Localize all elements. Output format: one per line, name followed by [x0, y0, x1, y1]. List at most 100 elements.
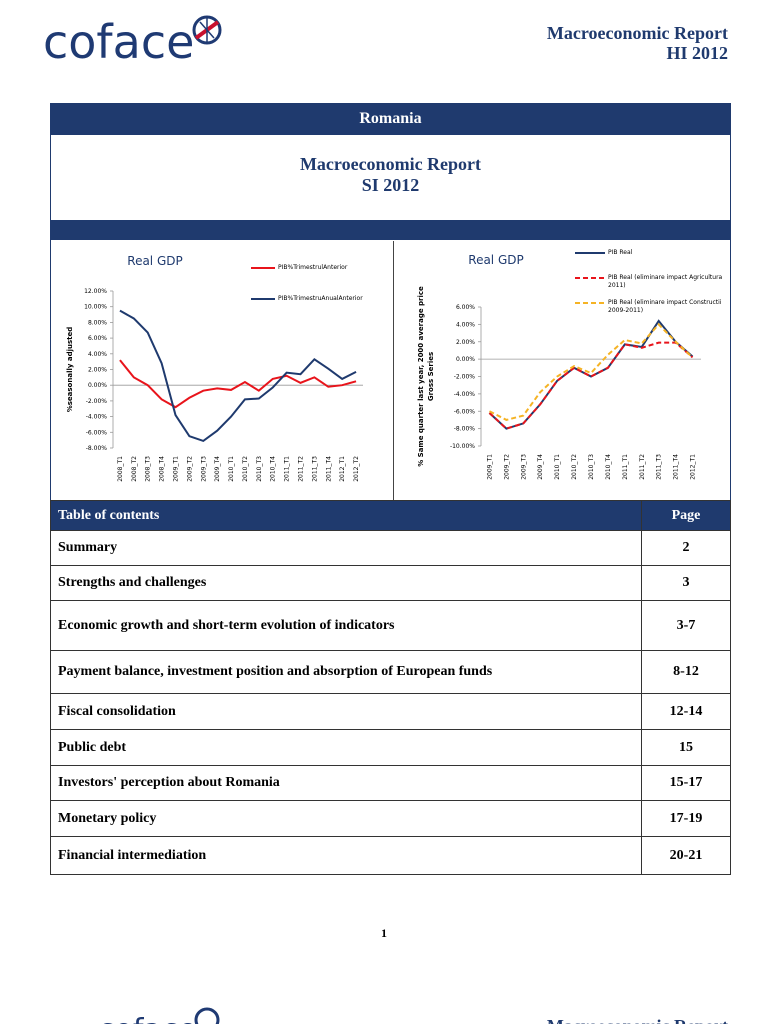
y-tick-label: -2.00%: [454, 374, 476, 381]
country-band: Romania: [51, 104, 730, 134]
y-tick-label: -4.00%: [86, 414, 108, 421]
footer-title: Macroeconomic Report: [547, 1016, 728, 1024]
x-tick-label: 2011_T3: [311, 456, 318, 482]
toc-section: Financial intermediation: [50, 836, 642, 875]
toc-page: 15: [641, 729, 731, 766]
y-tick-label: 4.00%: [456, 321, 475, 328]
legend-item: PIB Real: [608, 249, 633, 256]
header-logo: coface: [43, 15, 222, 69]
toc-page: 3-7: [641, 600, 731, 651]
y-tick-label: 6.00%: [88, 335, 107, 342]
x-tick-label: 2009_T1: [173, 456, 180, 482]
toc-row: Investors' perception about Romania 15-17: [50, 765, 731, 801]
x-tick-label: 2012_T1: [339, 456, 346, 482]
y-tick-label: -10.00%: [450, 443, 475, 450]
x-tick-label: 2010_T1: [228, 456, 235, 482]
logo-text: coface: [43, 15, 194, 69]
y-tick-label: -8.00%: [86, 445, 108, 452]
toc-page: 8-12: [641, 650, 731, 694]
toc-header: Table of contents: [50, 500, 642, 531]
x-tick-label: 2010_T3: [256, 456, 263, 482]
toc-section: Strengths and challenges: [50, 565, 642, 601]
page-number: 1: [381, 926, 387, 940]
y-tick-label: 0.00%: [88, 382, 107, 389]
x-tick-label: 2011_T4: [325, 456, 332, 482]
legend-label: PIB%TrimestruAnualAnterior: [278, 295, 363, 302]
banner-title: Macroeconomic Report SI 2012: [51, 134, 730, 220]
y-tick-label: -4.00%: [454, 391, 476, 398]
x-tick-label: 2008_T1: [117, 456, 124, 482]
y-tick-label: -6.00%: [86, 429, 108, 436]
toc-page: 3: [641, 565, 731, 601]
y-tick-label: 2.00%: [88, 367, 107, 374]
x-tick-label: 2011_T1: [622, 454, 629, 480]
banner-period: SI 2012: [361, 175, 420, 195]
x-tick-label: 2008_T3: [145, 456, 152, 482]
y-tick-label: -6.00%: [454, 408, 476, 415]
chart: Real GDP %seasonally adjusted 12.00% 10.00%…: [66, 254, 363, 482]
x-tick-label: 2011_T2: [298, 456, 305, 482]
x-tick-label: 2011_T4: [673, 454, 680, 480]
x-tick-label: 2012_T2: [353, 456, 360, 482]
toc-page: 15-17: [641, 765, 731, 801]
toc-row: Summary 2: [50, 530, 731, 566]
toc-row: Monetary policy 17-19: [50, 800, 731, 837]
toc-row: Fiscal consolidation 12-14: [50, 693, 731, 730]
series-line: [489, 322, 694, 422]
x-tick-label: 2010_T1: [554, 454, 561, 480]
legend-label: PIB%TrimestrulAnterior: [278, 264, 348, 271]
series-line: [488, 319, 694, 430]
series-line: [119, 359, 357, 409]
toc-page: 2: [641, 530, 731, 566]
legend-label: PIB Real: [608, 249, 633, 256]
chart: Real GDP % Same quarter last year, 2000 a…: [417, 249, 722, 480]
y-tick-label: -2.00%: [86, 398, 108, 405]
y-tick-label: 4.00%: [88, 351, 107, 358]
x-tick-label: 2010_T4: [270, 456, 277, 482]
header-title: Macroeconomic Report HI 2012: [547, 23, 728, 63]
x-tick-label: 2012_T1: [690, 454, 697, 480]
toc-row: Public debt 15: [50, 729, 731, 766]
toc-page: 17-19: [641, 800, 731, 837]
toc-section: Investors' perception about Romania: [50, 765, 642, 801]
toc-row: Strengths and challenges 3: [50, 565, 731, 601]
x-tick-label: 2010_T2: [571, 454, 578, 480]
toc-row: Payment balance, investment position and…: [50, 650, 731, 694]
toc-page: 12-14: [641, 693, 731, 730]
toc-section: Summary: [50, 530, 642, 566]
x-tick-label: 2011_T1: [284, 456, 291, 482]
x-tick-label: 2011_T3: [656, 454, 663, 480]
toc-section: Payment balance, investment position and…: [50, 650, 642, 694]
y-axis-label: Gross Series: [427, 352, 435, 401]
x-tick-label: 2010_T4: [605, 454, 612, 480]
legend-item: PIB Real (eliminare impact Agricultura 2…: [608, 274, 722, 289]
footer-logo: coface: [98, 1007, 220, 1024]
x-tick-label: 2009_T1: [486, 454, 493, 480]
x-tick-label: 2009_T3: [520, 454, 527, 480]
divider-band: [51, 220, 730, 240]
y-tick-label: 6.00%: [456, 304, 475, 311]
series-line: [119, 309, 357, 443]
toc-row: Financial intermediation 20-21: [50, 836, 731, 875]
banner-report-title: Macroeconomic Report: [299, 154, 482, 174]
legend-label: PIB Real (eliminare impact Constructii 2…: [608, 299, 722, 314]
y-tick-label: 2.00%: [456, 339, 475, 346]
y-axis-label: % Same quarter last year, 2000 average p…: [417, 286, 425, 467]
y-tick-label: 8.00%: [88, 319, 107, 326]
y-tick-label: 10.00%: [84, 304, 107, 311]
toc-section: Public debt: [50, 729, 642, 766]
x-tick-label: 2009_T3: [200, 456, 207, 482]
x-tick-label: 2009_T2: [186, 456, 193, 482]
toc-section: Economic growth and short-term evolution…: [50, 600, 642, 651]
toc-section: Fiscal consolidation: [50, 693, 642, 730]
logo-text: coface: [98, 1013, 197, 1024]
y-tick-label: -8.00%: [454, 426, 476, 433]
x-tick-label: 2009_T2: [503, 454, 510, 480]
legend-item: PIB%TrimestruAnualAnterior: [278, 295, 363, 302]
chart-divider: [393, 241, 394, 501]
chart-title: Real GDP: [127, 254, 182, 268]
legend-item: PIB Real (eliminare impact Constructii 2…: [608, 299, 722, 314]
toc-page: 20-21: [641, 836, 731, 875]
x-tick-label: 2010_T2: [242, 456, 249, 482]
report-period: HI 2012: [666, 43, 728, 63]
